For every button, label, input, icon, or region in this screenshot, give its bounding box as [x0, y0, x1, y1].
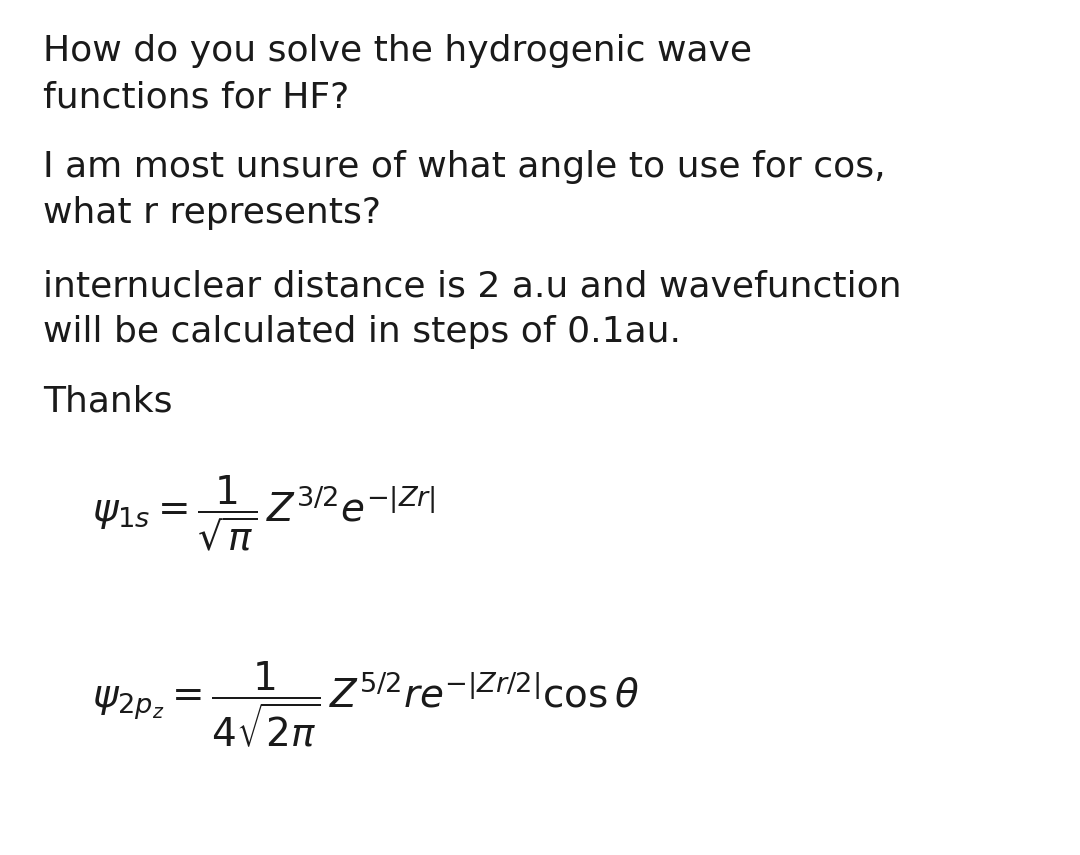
Text: $\psi_{2p_z} = \dfrac{1}{4\sqrt{2\pi}}\,Z^{5/2}re^{-|Zr/2|}\cos\theta$: $\psi_{2p_z} = \dfrac{1}{4\sqrt{2\pi}}\,…: [92, 660, 639, 751]
Text: I am most unsure of what angle to use for cos,
what r represents?: I am most unsure of what angle to use fo…: [43, 150, 886, 230]
Text: $\psi_{1s} = \dfrac{1}{\sqrt{\pi}}\,Z^{3/2}e^{-|Zr|}$: $\psi_{1s} = \dfrac{1}{\sqrt{\pi}}\,Z^{3…: [92, 473, 435, 553]
Text: Thanks: Thanks: [43, 385, 173, 419]
Text: How do you solve the hydrogenic wave
functions for HF?: How do you solve the hydrogenic wave fun…: [43, 34, 752, 115]
Text: internuclear distance is 2 a.u and wavefunction
will be calculated in steps of 0: internuclear distance is 2 a.u and wavef…: [43, 269, 902, 350]
